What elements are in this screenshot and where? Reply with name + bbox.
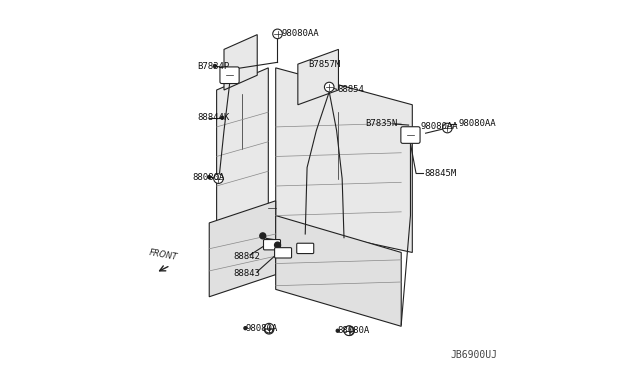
FancyBboxPatch shape [220, 67, 239, 84]
Polygon shape [216, 68, 268, 230]
Text: 88854: 88854 [338, 85, 365, 94]
Circle shape [260, 233, 266, 239]
FancyBboxPatch shape [264, 240, 280, 250]
Text: 88844K: 88844K [197, 113, 230, 122]
Text: 88080A: 88080A [338, 326, 370, 335]
Polygon shape [209, 201, 276, 297]
Circle shape [336, 329, 339, 332]
Circle shape [273, 29, 282, 39]
Text: B7834P: B7834P [197, 61, 230, 71]
Text: 88842: 88842 [233, 252, 260, 262]
Circle shape [344, 326, 353, 336]
FancyBboxPatch shape [275, 248, 292, 258]
Text: B7835N: B7835N [365, 119, 397, 128]
Polygon shape [276, 68, 412, 253]
Circle shape [324, 82, 334, 92]
Text: 88845M: 88845M [424, 169, 456, 177]
Polygon shape [298, 49, 339, 105]
Text: 98080AA: 98080AA [281, 29, 319, 38]
Text: 98080AA: 98080AA [420, 122, 458, 131]
Text: FRONT: FRONT [148, 248, 178, 262]
Text: 98080AA: 98080AA [458, 119, 496, 128]
Circle shape [264, 324, 274, 334]
FancyBboxPatch shape [297, 243, 314, 254]
Circle shape [275, 242, 280, 248]
Circle shape [213, 64, 216, 67]
FancyBboxPatch shape [401, 127, 420, 143]
Text: B7857M: B7857M [308, 60, 340, 70]
Circle shape [221, 116, 223, 119]
Text: JB6900UJ: JB6900UJ [450, 350, 497, 359]
Polygon shape [276, 215, 401, 326]
Text: 88080A: 88080A [193, 173, 225, 182]
Circle shape [244, 327, 247, 330]
Text: 88843: 88843 [233, 269, 260, 278]
Text: 98080A: 98080A [245, 324, 278, 333]
Circle shape [264, 323, 274, 333]
Circle shape [443, 123, 452, 133]
Circle shape [345, 326, 355, 336]
Polygon shape [224, 35, 257, 90]
Circle shape [214, 174, 223, 183]
Circle shape [208, 176, 211, 179]
